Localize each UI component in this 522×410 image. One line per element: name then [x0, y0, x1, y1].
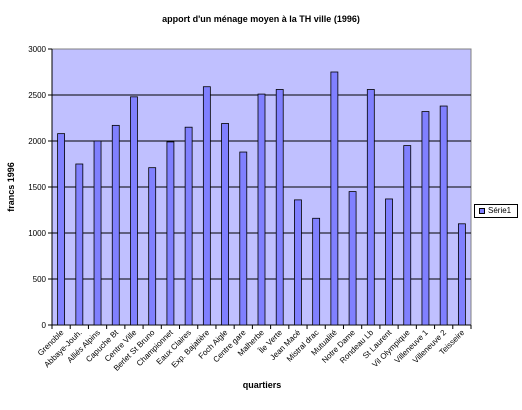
bar	[166, 141, 175, 326]
bar	[75, 163, 84, 326]
y-tick-label: 1000	[28, 229, 46, 238]
y-tick-label: 2000	[28, 137, 46, 146]
bar	[184, 126, 193, 326]
bar	[221, 123, 229, 326]
bar	[202, 86, 211, 326]
y-axis-label: francs 1996	[6, 162, 16, 212]
bar	[348, 191, 357, 326]
bar	[148, 167, 157, 326]
bar	[385, 198, 393, 326]
bar	[57, 133, 66, 326]
bar	[257, 93, 266, 326]
bar	[457, 223, 466, 326]
y-tick-label: 0	[42, 321, 47, 330]
bar	[93, 140, 102, 326]
bar	[294, 199, 302, 326]
bar	[403, 145, 412, 326]
y-tick-label: 2500	[28, 91, 46, 100]
x-axis-label: quartiers	[243, 380, 282, 390]
bar	[275, 89, 284, 326]
bar	[366, 89, 375, 326]
bar	[111, 124, 120, 326]
chart-title: apport d'un ménage moyen à la TH ville (…	[162, 14, 360, 24]
legend-label: Série1	[488, 206, 512, 215]
bar	[330, 71, 339, 326]
bar	[239, 151, 248, 326]
y-tick-label: 3000	[28, 45, 46, 54]
legend: Série1	[474, 204, 518, 218]
bar	[421, 111, 430, 326]
y-tick-label: 1500	[28, 183, 46, 192]
y-tick-label: 500	[33, 275, 47, 284]
legend-swatch	[479, 208, 485, 214]
bar	[312, 217, 321, 326]
bar	[130, 96, 138, 326]
bar	[439, 105, 448, 326]
